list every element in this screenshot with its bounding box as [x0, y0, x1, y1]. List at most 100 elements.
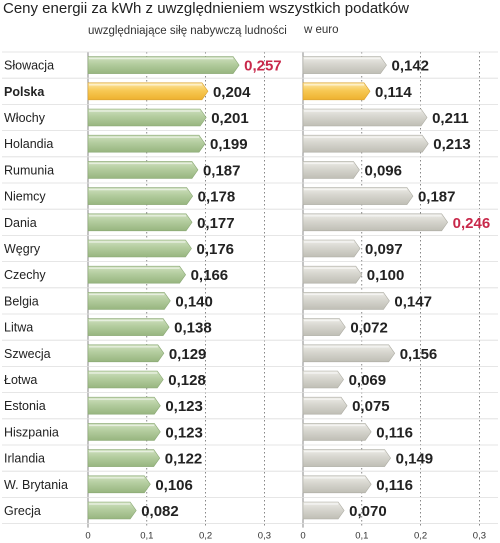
value-label: 0,100: [367, 267, 405, 284]
bar: [87, 292, 171, 310]
bar: [87, 134, 206, 153]
tick-label: 0,3: [473, 531, 486, 542]
value-label: 0,122: [165, 451, 203, 468]
value-label: 0,123: [165, 424, 203, 441]
bar: [87, 370, 164, 389]
bar: [87, 108, 207, 127]
value-label: 0,156: [400, 346, 438, 363]
value-label: 0,123: [165, 398, 203, 415]
tick-label: 0,2: [199, 531, 212, 542]
value-label: 0,147: [394, 293, 432, 310]
value-label: 0,140: [175, 293, 213, 310]
bar: [87, 239, 192, 258]
value-label: 0,149: [396, 451, 434, 468]
bar: [87, 161, 199, 179]
value-label: 0,097: [365, 241, 403, 258]
bar: [87, 501, 137, 520]
value-label: 0,187: [418, 189, 456, 206]
bar: [87, 265, 186, 284]
tick-label: 0: [85, 531, 90, 542]
country-label: Rumunia: [4, 163, 54, 177]
right-panel-subtitle: w euro: [304, 24, 339, 36]
value-label: 0,211: [432, 110, 469, 127]
chart-title: Ceny energii za kWh z uwzględnieniem wsz…: [3, 0, 410, 17]
value-label: 0,075: [352, 398, 390, 415]
value-label: 0,176: [196, 241, 234, 258]
value-label: 0,070: [349, 503, 387, 520]
bar: [302, 82, 371, 101]
bar: [87, 56, 240, 74]
bar: [87, 213, 193, 232]
value-label: 0,116: [376, 477, 413, 494]
country-label: Holandia: [4, 137, 53, 151]
country-label: Polska: [4, 85, 45, 99]
bar: [302, 239, 361, 258]
value-label: 0,096: [364, 162, 402, 179]
bar: [302, 318, 346, 336]
value-label: 0,082: [141, 503, 179, 520]
value-label: 0,204: [213, 84, 251, 101]
bar: [302, 423, 372, 441]
country-label: Estonia: [4, 399, 46, 413]
bar: [87, 82, 209, 101]
country-label: Grecja: [4, 504, 41, 518]
value-label: 0,072: [350, 320, 388, 337]
value-label: 0,178: [198, 189, 236, 206]
tick-label: 0,1: [355, 531, 368, 542]
tick-label: 0,3: [258, 531, 271, 542]
value-label: 0,114: [375, 84, 412, 101]
country-label: Litwa: [4, 321, 33, 335]
bar: [302, 344, 396, 363]
value-label: 0,106: [155, 477, 193, 494]
country-label: Niemcy: [4, 190, 46, 204]
bar: [302, 187, 414, 205]
country-label: Irlandia: [4, 452, 45, 466]
value-label: 0,128: [168, 372, 206, 389]
bar: [302, 108, 428, 127]
bar: [87, 449, 161, 467]
bar: [302, 292, 390, 310]
value-label: 0,138: [174, 320, 212, 337]
value-label: 0,199: [210, 136, 248, 153]
value-label: 0,213: [433, 136, 471, 153]
value-label: 0,166: [191, 267, 229, 284]
bar: [302, 449, 391, 467]
country-label: Łotwa: [4, 373, 37, 387]
tick-label: 0,2: [414, 531, 427, 542]
country-label: Czechy: [4, 268, 46, 282]
country-label: Włochy: [4, 111, 46, 125]
country-label: Dania: [4, 216, 37, 230]
bar: [87, 396, 161, 415]
bar: [302, 396, 348, 415]
value-label: 0,201: [211, 110, 249, 127]
bar: [302, 56, 387, 74]
tick-label: 0,1: [140, 531, 153, 542]
bar: [302, 213, 449, 232]
country-label: W. Brytania: [4, 478, 68, 492]
tick-label: 0: [300, 531, 305, 542]
bar: [302, 501, 345, 520]
value-label: 0,116: [376, 424, 413, 441]
value-label: 0,129: [169, 346, 207, 363]
value-label: 0,177: [197, 215, 235, 232]
value-label: 0,257: [244, 58, 282, 75]
value-label: 0,187: [203, 162, 241, 179]
bar: [87, 344, 165, 363]
value-label: 0,069: [349, 372, 387, 389]
left-panel-subtitle: uwzględniające siłę nabywczą ludności: [88, 25, 287, 37]
country-label: Hiszpania: [4, 425, 59, 439]
country-label: Słowacja: [4, 59, 54, 73]
bar: [302, 265, 363, 284]
value-label: 0,142: [391, 58, 429, 75]
bar: [87, 423, 161, 441]
bar: [302, 370, 344, 389]
country-label: Szwecja: [4, 347, 51, 361]
bar: [87, 187, 194, 205]
bar: [87, 475, 151, 494]
bar: [87, 318, 170, 336]
country-label: Belgia: [4, 294, 39, 308]
value-label: 0,246: [453, 215, 491, 232]
bar: [302, 475, 372, 494]
bar: [302, 134, 429, 153]
